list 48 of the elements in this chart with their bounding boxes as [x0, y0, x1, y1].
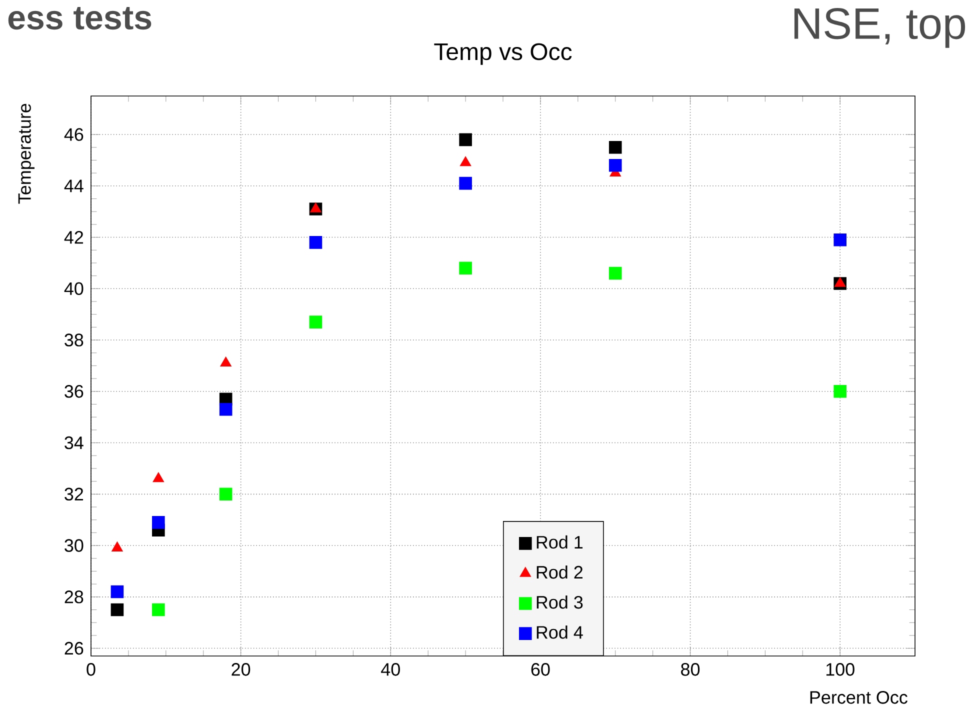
x-tick-label: 0 — [86, 662, 96, 676]
x-tick-label: 60 — [531, 662, 550, 676]
point — [310, 202, 322, 212]
y-tick-label: 46 — [64, 128, 84, 141]
legend-label: Rod 2 — [536, 565, 582, 578]
x-tick-label: 20 — [232, 662, 250, 676]
x-tick-label: 40 — [381, 662, 400, 676]
x-tick-label: 100 — [826, 662, 854, 676]
y-tick-label: 32 — [64, 488, 84, 500]
point — [309, 236, 322, 249]
point — [460, 156, 472, 166]
point — [309, 315, 322, 328]
point — [608, 266, 622, 280]
y-tick-label: 40 — [64, 282, 84, 295]
point — [608, 158, 622, 172]
x-axis-title: Percent Occ — [810, 690, 908, 704]
chart-title: Temp vs Occ — [434, 42, 572, 65]
point — [834, 276, 846, 287]
point — [112, 541, 123, 552]
x-tick-label: 80 — [681, 662, 700, 676]
point — [834, 384, 846, 398]
point — [219, 402, 232, 416]
point — [608, 140, 622, 154]
point — [152, 472, 164, 482]
y-tick-label: 36 — [64, 384, 84, 398]
y-axis-title: Temperature — [18, 104, 34, 204]
y-tick-label: 44 — [64, 179, 84, 192]
y-tick-label: 38 — [64, 333, 84, 346]
text: ess tests — [8, 6, 152, 30]
text: NSE, top — [794, 8, 966, 48]
point — [459, 133, 472, 146]
point — [459, 261, 472, 274]
legend-label: Rod 3 — [536, 595, 583, 609]
y-tick-label: 28 — [64, 590, 84, 604]
point — [152, 516, 165, 529]
legend-label: Rod 4 — [536, 625, 583, 639]
y-tick-label: 34 — [64, 436, 84, 449]
point — [152, 603, 165, 616]
point — [834, 233, 846, 246]
point — [110, 603, 124, 616]
y-tick-label: 30 — [64, 538, 84, 552]
point — [220, 356, 232, 366]
y-tick-label: 26 — [64, 642, 84, 654]
point — [219, 488, 232, 500]
legend-label: Rod 1 — [536, 535, 583, 548]
point — [110, 585, 124, 598]
point — [459, 176, 472, 190]
y-tick-label: 42 — [64, 230, 84, 244]
